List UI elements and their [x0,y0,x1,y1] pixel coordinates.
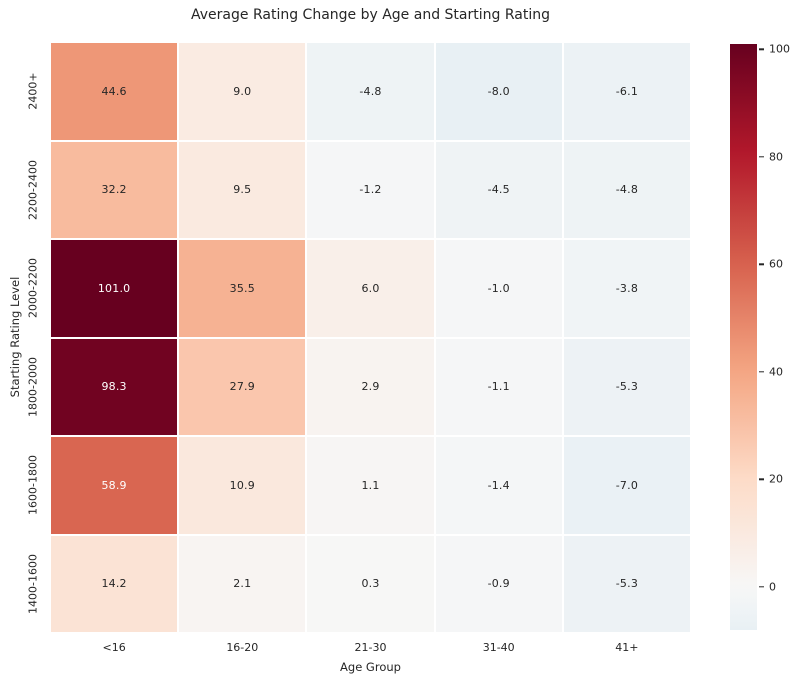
x-axis-label: Age Group [340,660,401,674]
heatmap-cell: 2.9 [307,338,434,435]
x-tick-label: 31-40 [482,641,515,654]
colorbar-tick-label: 80 [769,150,783,164]
y-axis-label: Starting Rating Level [8,276,22,398]
colorbar-tick-mark [759,586,764,588]
y-tick-label: 2000-2200 [26,258,40,319]
colorbar-tick-label: 60 [769,257,783,271]
colorbar-tick-mark [759,48,764,51]
chart-title: Average Rating Change by Age and Startin… [191,7,550,23]
colorbar-gradient [730,44,757,630]
heatmap-cell: 98.3 [51,338,178,435]
colorbar: 0 20 40 60 80 100 [730,43,790,630]
colorbar-tick-label: 40 [769,365,783,379]
x-tick-label: 16-20 [226,641,259,654]
x-tick-label: 41+ [615,641,639,654]
heatmap-cell: -5.3 [563,338,690,435]
colorbar-tick-label: 100 [769,42,790,56]
y-tick-label: 2200-2400 [26,159,40,220]
colorbar-tick-mark [759,156,764,158]
y-tick-label: 2400+ [26,72,40,110]
heatmap-cell: 27.9 [179,338,306,435]
colorbar-tick-label: 20 [769,472,783,486]
heatmap-cell: 9.5 [179,141,306,238]
colorbar-tick-mark [759,263,764,266]
heatmap-grid: 44.6 9.0 -4.8 -8.0 -6.1 32.2 9.5 -1.2 -4.5 -4.8 10… [51,43,690,632]
heatmap-cell: 58.9 [51,437,178,534]
heatmap-cell: 101.0 [51,240,178,337]
colorbar-tick-mark [759,371,764,373]
heatmap-cell: 10.9 [179,437,306,534]
heatmap-cell: -1.1 [435,338,562,435]
heatmap-cell: -1.2 [307,141,434,238]
heatmap-cell: -4.5 [435,141,562,238]
y-tick-label: 1800-2000 [26,356,40,417]
heatmap-cell: -1.0 [435,240,562,337]
heatmap-cell: 2.1 [179,535,306,632]
heatmap-cell: -4.8 [307,43,434,140]
x-tick-label: <16 [102,641,126,654]
heatmap-cell: 44.6 [51,43,178,140]
heatmap-cell: -5.3 [563,535,690,632]
heatmap-cell: 14.2 [51,535,178,632]
heatmap-cell: 0.3 [307,535,434,632]
heatmap-cell: 35.5 [179,240,306,337]
x-tick-label: 21-30 [354,641,387,654]
heatmap-cell: -4.8 [563,141,690,238]
heatmap-cell: 32.2 [51,141,178,238]
heatmap-cell: 9.0 [179,43,306,140]
heatmap-cell: -1.4 [435,437,562,534]
heatmap-cell: -0.9 [435,535,562,632]
heatmap-cell: -6.1 [563,43,690,140]
heatmap-cell: 1.1 [307,437,434,534]
colorbar-tick-mark [759,478,764,481]
heatmap-cell: -3.8 [563,240,690,337]
colorbar-tick-label: 0 [769,580,776,594]
heatmap-cell: 6.0 [307,240,434,337]
y-tick-label: 1400-1600 [26,553,40,614]
y-tick-label: 1600-1800 [26,455,40,516]
heatmap-cell: -8.0 [435,43,562,140]
heatmap-cell: -7.0 [563,437,690,534]
